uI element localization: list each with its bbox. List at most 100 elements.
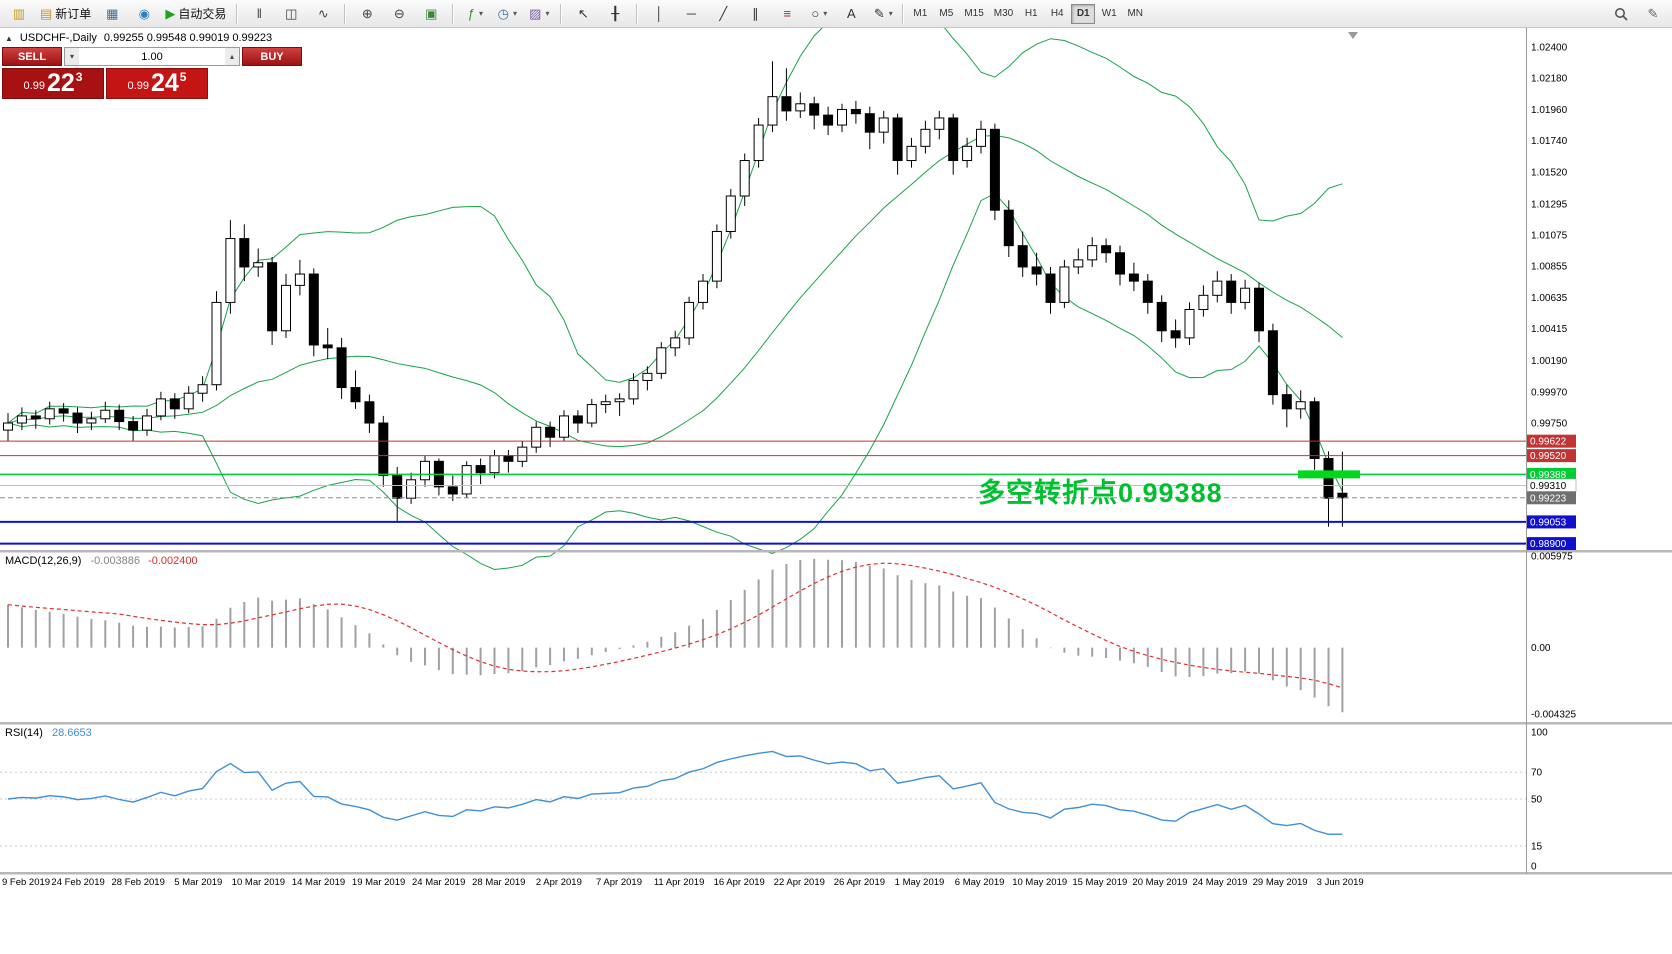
time-axis-label: 22 Apr 2019: [773, 877, 825, 888]
trendline-button[interactable]: ╱: [708, 2, 738, 26]
timeframe-w1-button[interactable]: W1: [1101, 8, 1117, 19]
timeframe-h4-button[interactable]: H4: [1050, 8, 1064, 19]
volume-decrease-button[interactable]: ▾: [65, 48, 79, 65]
sell-button[interactable]: SELL: [2, 47, 62, 66]
svg-text:1.00190: 1.00190: [1531, 356, 1568, 367]
new-chart-icon: ▦: [106, 6, 119, 21]
time-axis-label: 2 Apr 2019: [535, 877, 582, 888]
shapes-button[interactable]: ○ ▾: [804, 2, 834, 26]
autotrading-button-label: 自动交易: [178, 7, 227, 21]
timeframe-m15-button[interactable]: M15: [964, 8, 984, 19]
timeframe-h1-button[interactable]: H1: [1024, 8, 1038, 19]
time-axis-label: 20 May 2019: [1132, 877, 1188, 888]
svg-text:0.00: 0.00: [1531, 643, 1551, 654]
toolbar-separator: [452, 3, 455, 24]
time-axis-label: 1 May 2019: [894, 877, 945, 888]
dropdown-arrow-icon: ▾: [478, 9, 483, 18]
svg-text:100: 100: [1531, 728, 1548, 739]
new-chart-button[interactable]: ▦: [97, 2, 127, 26]
buy-price-box[interactable]: 0.99 24 5: [106, 68, 208, 99]
sell-price-box[interactable]: 0.99 22 3: [2, 68, 104, 99]
timeframe-m30-button[interactable]: M30: [993, 8, 1014, 19]
timeframe-d1-button[interactable]: D1: [1071, 3, 1096, 24]
timeframe-mn-button[interactable]: MN: [1127, 8, 1144, 19]
macd-signal-value: -0.002400: [148, 555, 198, 567]
channel-button[interactable]: ∥: [740, 2, 770, 26]
rsi-value: 28.6653: [51, 727, 92, 739]
chart-ohlc-values: 0.99255 0.99548 0.99019 0.99223: [103, 32, 273, 44]
dropdown-arrow-icon: ▾: [823, 9, 828, 18]
search-button[interactable]: [1606, 2, 1636, 26]
chart-shift-marker[interactable]: [1348, 32, 1358, 39]
toolbar-separator: [636, 3, 639, 24]
svg-text:0.99053: 0.99053: [1530, 517, 1567, 528]
shapes-icon: ○: [811, 6, 820, 21]
svg-text:0.005975: 0.005975: [1531, 552, 1573, 563]
arrows-button[interactable]: ✎ ▾: [868, 2, 898, 26]
svg-text:0.99223: 0.99223: [1530, 493, 1567, 504]
autotrading-button[interactable]: ▶ 自动交易: [161, 2, 230, 26]
volume-increase-button[interactable]: ▴: [225, 48, 239, 65]
buy-price-sup: 5: [179, 70, 187, 84]
one-click-panel-toggle[interactable]: ▲: [5, 33, 13, 43]
periods-button[interactable]: ◷ ▾: [492, 2, 522, 26]
zoom-in-button[interactable]: ⊕: [352, 2, 382, 26]
fibonacci-button[interactable]: ≡: [772, 2, 802, 26]
svg-text:1.01295: 1.01295: [1531, 199, 1568, 210]
bar-chart-button[interactable]: ‖: [244, 2, 274, 26]
time-axis-label: 28 Feb 2019: [111, 877, 165, 888]
svg-text:0: 0: [1531, 862, 1537, 873]
cursor-icon: ↖: [577, 6, 589, 21]
vertical-line-button[interactable]: │: [644, 2, 674, 26]
panel-divider-rsi-time[interactable]: [0, 872, 1672, 875]
new-object-button[interactable]: ✎: [1638, 2, 1668, 26]
zoom-out-button[interactable]: ⊖: [384, 2, 414, 26]
candlestick-chart-button[interactable]: ◫: [276, 2, 306, 26]
panel-divider-macd-rsi[interactable]: [0, 722, 1672, 725]
dropdown-arrow-icon: ▾: [512, 9, 517, 18]
horizontal-line-button[interactable]: ─: [676, 2, 706, 26]
panel-divider-main-macd[interactable]: [0, 550, 1672, 553]
line-chart-button[interactable]: ∿: [308, 2, 338, 26]
price-tag: 0.99520: [1527, 449, 1576, 463]
buy-price-prefix: 0.99: [127, 80, 149, 92]
toolbar-separator: [344, 3, 347, 24]
sell-price-big: 22: [46, 69, 75, 98]
svg-text:15: 15: [1531, 841, 1543, 852]
volume-input[interactable]: [79, 48, 225, 65]
timeframe-m1-button[interactable]: M1: [913, 8, 928, 19]
toolbar-separator: [236, 3, 239, 24]
pencil-icon: ✎: [1647, 6, 1659, 21]
clock-icon: ◷: [497, 6, 509, 21]
time-axis-label: 10 May 2019: [1012, 877, 1068, 888]
rsi-title: RSI(14): [5, 727, 43, 739]
buy-button[interactable]: BUY: [242, 47, 302, 66]
trendline-icon: ╱: [719, 6, 728, 21]
macd-signal-line: [7, 562, 1343, 689]
crosshair-icon: ╂: [611, 6, 620, 21]
auto-scroll-button[interactable]: ▣: [416, 2, 446, 26]
price-tag: 0.99053: [1527, 515, 1576, 529]
time-axis-label: 3 Jun 2019: [1316, 877, 1364, 888]
svg-text:1.01075: 1.01075: [1531, 231, 1568, 242]
new-order-button[interactable]: ▤ 新订单: [36, 2, 95, 26]
cursor-button[interactable]: ↖: [568, 2, 598, 26]
time-axis-label: 19 Mar 2019: [351, 877, 406, 888]
timeframe-m5-button[interactable]: M5: [939, 8, 954, 19]
chart-annotation[interactable]: 多空转折点0.99388: [978, 478, 1223, 508]
time-axis-label: 24 Mar 2019: [412, 877, 466, 888]
chart-header: ▲ USDCHF-,Daily 0.99255 0.99548 0.99019 …: [5, 32, 272, 44]
price-axis: 1.02400 1.02180 1.01960 1.01740 1.01520 1.012…: [1531, 43, 1568, 430]
crosshair-button[interactable]: ╂: [600, 2, 630, 26]
zoom-out-icon: ⊖: [393, 6, 405, 21]
buy-price-big: 24: [150, 69, 179, 98]
time-axis-label: 29 May 2019: [1252, 877, 1308, 888]
text-label-button[interactable]: A: [836, 2, 866, 26]
indicators-button[interactable]: ƒ ▾: [460, 2, 490, 26]
profiles-button[interactable]: ◉: [129, 2, 159, 26]
terminal-button[interactable]: ▥: [4, 2, 34, 26]
indicators-icon: ƒ: [467, 6, 475, 21]
channel-icon: ∥: [752, 6, 759, 21]
templates-button[interactable]: ▨ ▾: [524, 2, 554, 26]
new-order-icon: ▤: [40, 6, 53, 21]
